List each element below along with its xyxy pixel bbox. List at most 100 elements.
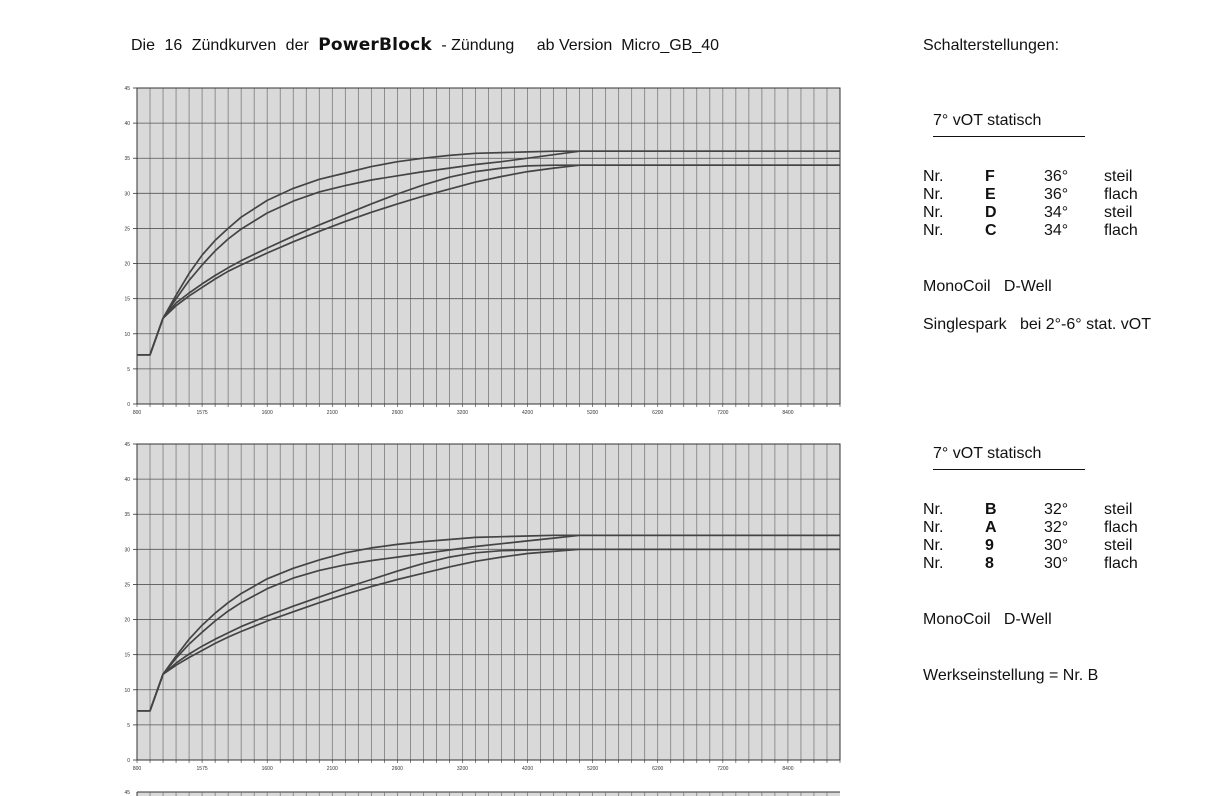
x-tick-label: 5200 xyxy=(587,410,598,416)
x-tick-label: 4200 xyxy=(522,766,533,772)
title-article: der xyxy=(285,37,309,54)
setting-prefix: Nr. xyxy=(923,501,944,518)
y-tick-label: 25 xyxy=(124,226,130,232)
x-tick-label: 8400 xyxy=(782,410,793,416)
setting-type: steil xyxy=(1104,168,1133,185)
title-suffix: - Zündung xyxy=(441,37,515,54)
x-tick-label: 1600 xyxy=(262,766,273,772)
y-tick-label: 15 xyxy=(124,653,130,659)
x-tick-label: 8400 xyxy=(782,766,793,772)
y-tick-label: 10 xyxy=(124,332,130,338)
setting-code: 9 xyxy=(985,537,994,554)
ignition-curve-line xyxy=(137,534,840,712)
y-tick-label: 15 xyxy=(124,297,130,303)
x-tick-label: 1575 xyxy=(197,410,208,416)
y-tick-label: 5 xyxy=(127,723,130,729)
x-tick-label: 2100 xyxy=(327,766,338,772)
x-tick-label: 800 xyxy=(133,410,142,416)
title-word: Zündkurven xyxy=(191,37,277,54)
y-tick-label: 25 xyxy=(124,582,130,588)
setting-angle: 34° xyxy=(1044,222,1069,239)
x-tick-label: 5200 xyxy=(587,766,598,772)
y-tick-label: 0 xyxy=(127,402,130,408)
y-tick-label: 30 xyxy=(124,547,130,553)
x-tick-label: 1600 xyxy=(262,410,273,416)
brand-name: PowerBlock xyxy=(318,35,432,55)
grid xyxy=(137,444,840,760)
y-tick-label: 20 xyxy=(124,262,130,268)
ignition-curve-line xyxy=(137,150,840,356)
title-count: 16 xyxy=(164,37,183,54)
page-title: Die 16 Zündkurven der PowerBlock - Zündu… xyxy=(131,35,724,55)
spark-note: Singlespark bei 2°-6° stat. vOT xyxy=(923,316,1151,333)
title-prefix: Die xyxy=(131,37,156,54)
ignition-curve-line xyxy=(137,164,840,356)
setting-prefix: Nr. xyxy=(923,519,944,536)
setting-angle: 36° xyxy=(1044,186,1069,203)
y-tick-label: 0 xyxy=(127,758,130,764)
x-tick-label: 2600 xyxy=(392,410,403,416)
setting-prefix: Nr. xyxy=(923,222,944,239)
x-tick-label: 2600 xyxy=(392,766,403,772)
switch-settings-heading: Schalterstellungen: xyxy=(923,37,1060,54)
setting-type: flach xyxy=(1104,186,1138,203)
x-tick-label: 6200 xyxy=(652,766,663,772)
setting-angle: 30° xyxy=(1044,555,1069,572)
ignition-curve-line xyxy=(137,164,840,356)
x-tick-label: 7200 xyxy=(717,410,728,416)
ignition-curve-line xyxy=(137,548,840,712)
setting-code: E xyxy=(985,186,996,203)
x-tick-label: 3200 xyxy=(457,410,468,416)
y-tick-label: 35 xyxy=(124,512,130,518)
static-advance-label: 7° vOT statisch xyxy=(933,445,1085,470)
setting-code: F xyxy=(985,168,995,185)
ignition-curve-line xyxy=(137,150,840,356)
coil-note: MonoCoil D-Well xyxy=(923,278,1052,295)
y-tick-label: 10 xyxy=(124,688,130,694)
setting-type: steil xyxy=(1104,537,1133,554)
y-tick-label: 45 xyxy=(124,442,130,448)
setting-angle: 32° xyxy=(1044,501,1069,518)
x-tick-label: 4200 xyxy=(522,410,533,416)
setting-type: flach xyxy=(1104,555,1138,572)
setting-prefix: Nr. xyxy=(923,168,944,185)
static-advance-label: 7° vOT statisch xyxy=(933,112,1085,137)
y-tick-label: 45 xyxy=(124,790,130,796)
title-version: ab Version Micro_GB_40 xyxy=(536,37,720,54)
x-tick-label: 1575 xyxy=(197,766,208,772)
x-tick-label: 2100 xyxy=(327,410,338,416)
coil-note: MonoCoil D-Well xyxy=(923,611,1052,628)
setting-angle: 36° xyxy=(1044,168,1069,185)
y-tick-label: 45 xyxy=(124,86,130,92)
setting-code: A xyxy=(985,519,997,536)
setting-prefix: Nr. xyxy=(923,537,944,554)
x-tick-label: 800 xyxy=(133,766,142,772)
ignition-curve-chart-partial: 45 xyxy=(124,790,840,796)
grid xyxy=(137,88,840,404)
x-tick-label: 7200 xyxy=(717,766,728,772)
factory-setting-note: Werkseinstellung = Nr. B xyxy=(923,667,1099,684)
y-tick-label: 40 xyxy=(124,477,130,483)
setting-type: steil xyxy=(1104,204,1133,221)
setting-prefix: Nr. xyxy=(923,555,944,572)
setting-prefix: Nr. xyxy=(923,186,944,203)
setting-code: B xyxy=(985,501,997,518)
ignition-curve-chart-top: 0 5 10 15 20 25 30 35 40 45 800 1575 1600 2100 2600 320… xyxy=(124,86,841,416)
setting-code: D xyxy=(985,204,997,221)
x-tick-label: 6200 xyxy=(652,410,663,416)
ignition-curve-line xyxy=(137,534,840,712)
setting-code: 8 xyxy=(985,555,994,572)
ignition-curve-line xyxy=(137,548,840,712)
setting-type: steil xyxy=(1104,501,1133,518)
setting-code: C xyxy=(985,222,997,239)
setting-prefix: Nr. xyxy=(923,204,944,221)
setting-angle: 30° xyxy=(1044,537,1069,554)
x-tick-label: 3200 xyxy=(457,766,468,772)
ignition-curve-chart-bottom: 0 5 10 15 20 25 30 35 40 45 800 1575 1600 2100 2600 320… xyxy=(124,442,841,772)
setting-angle: 34° xyxy=(1044,204,1069,221)
y-tick-label: 30 xyxy=(124,191,130,197)
y-tick-label: 20 xyxy=(124,618,130,624)
y-tick-label: 40 xyxy=(124,121,130,127)
setting-type: flach xyxy=(1104,222,1138,239)
y-tick-label: 35 xyxy=(124,156,130,162)
